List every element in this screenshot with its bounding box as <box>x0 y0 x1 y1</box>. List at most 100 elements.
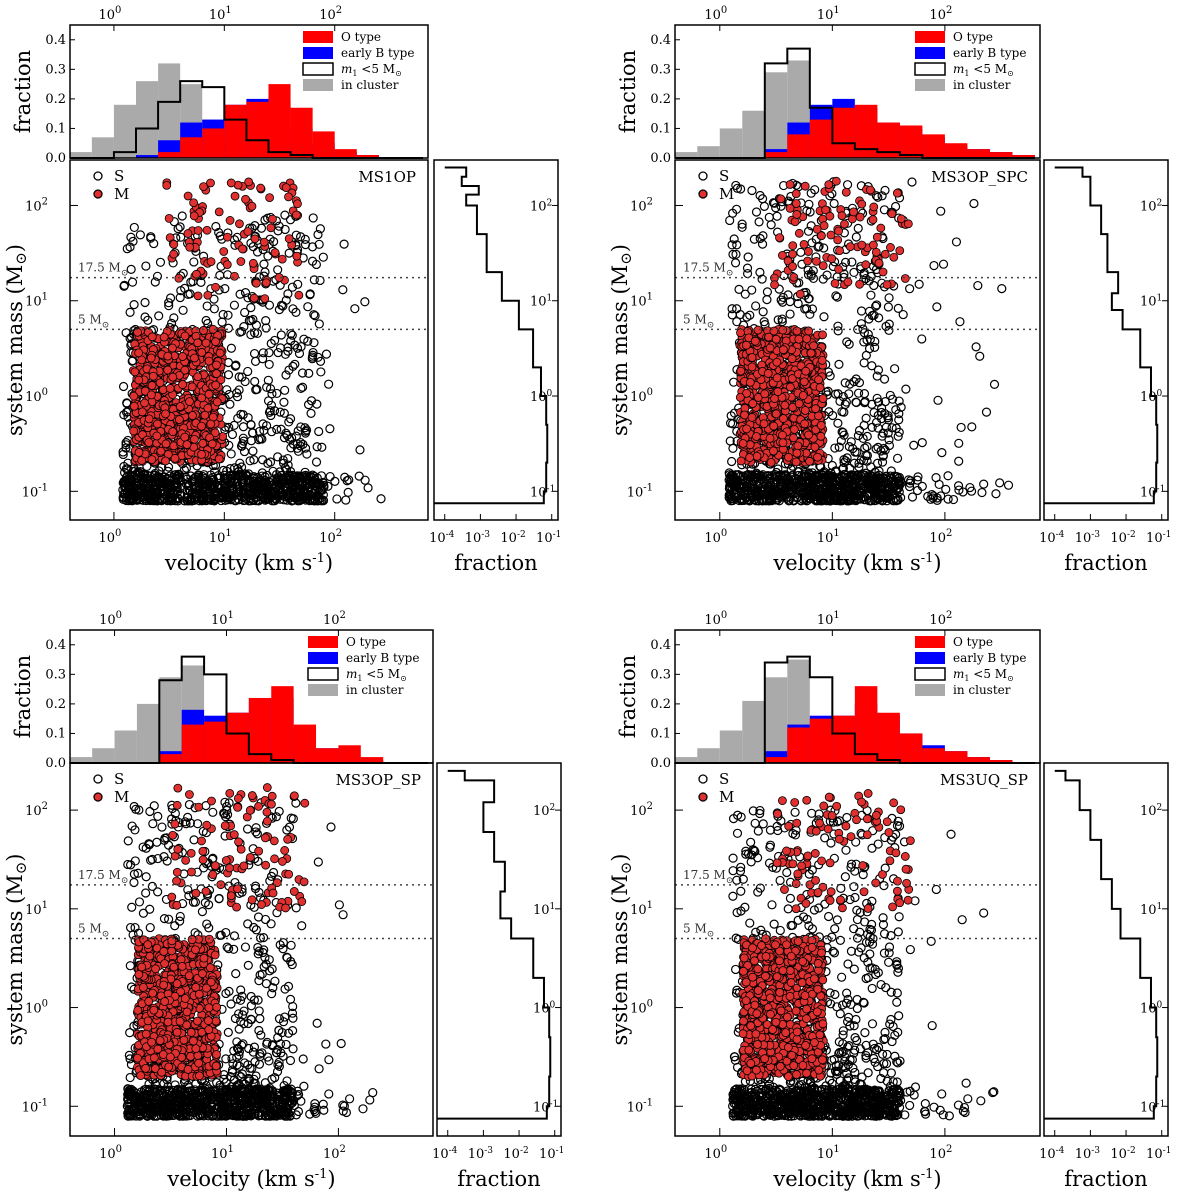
single-star-point <box>167 493 178 503</box>
hist-xtick-label: 102 <box>929 5 952 23</box>
o-type-bar <box>764 152 788 158</box>
single-star-point <box>121 443 131 453</box>
multiple-system-point <box>147 381 157 390</box>
single-star-point <box>784 496 794 506</box>
multiple-system-point <box>222 260 232 270</box>
single-star-point <box>287 330 297 340</box>
hist-xtick-exp: 1 <box>225 5 231 16</box>
single-star-point <box>969 198 979 209</box>
single-star-point <box>120 483 130 493</box>
multiple-system-point <box>164 213 174 223</box>
single-star-point <box>954 438 964 448</box>
single-star-point <box>325 424 335 434</box>
single-star-point <box>129 222 139 233</box>
multiple-system-point <box>153 419 162 429</box>
multiple-system-point <box>792 210 802 219</box>
multiple-system-point <box>861 260 871 270</box>
single-star-point <box>917 334 927 344</box>
single-star-point <box>250 376 260 387</box>
single-star-point <box>879 374 890 384</box>
single-star-point <box>245 456 255 466</box>
single-star-point <box>316 367 326 377</box>
multiple-system-point <box>137 407 147 417</box>
single-star-point <box>189 257 199 267</box>
x-axis-title-sup: -1 <box>312 551 325 566</box>
ytick-label: 102 <box>25 196 48 214</box>
single-star-point <box>844 339 854 349</box>
multiple-system-point <box>178 380 187 389</box>
multiple-system-point <box>129 401 139 411</box>
single-star-point <box>912 485 923 496</box>
single-star-point <box>176 232 186 242</box>
single-star-point <box>179 465 189 475</box>
multiple-system-point <box>203 290 213 300</box>
ref-sub: ⊙ <box>707 320 715 330</box>
single-star-point <box>872 300 882 310</box>
single-star-point <box>847 257 857 267</box>
xtick-exp: 1 <box>225 528 231 539</box>
single-star-point <box>932 495 942 505</box>
single-star-point <box>243 366 253 377</box>
single-star-point <box>751 207 762 217</box>
single-star-point <box>785 309 795 319</box>
multiple-system-point <box>833 235 843 245</box>
scatter-panel: 17.5 M⊙5 M⊙100 101 10210-1100101102velocit… <box>3 762 434 1191</box>
profile-ytick-label: 102 <box>530 198 552 214</box>
single-star-point <box>226 480 236 490</box>
scatter-legend-label: M <box>114 185 129 203</box>
hist-legend-swatch <box>302 62 334 76</box>
single-star-point <box>127 902 137 912</box>
single-star-point <box>727 479 737 489</box>
single-star-point <box>833 326 843 336</box>
multiple-system-point <box>789 425 799 434</box>
xtick-label: 102 <box>319 528 342 546</box>
o-type-bar <box>809 119 833 158</box>
single-star-point <box>742 263 753 273</box>
hist-legend-label: early B type <box>341 46 414 60</box>
single-star-point <box>799 472 809 482</box>
single-star-point <box>138 476 148 487</box>
single-star-point <box>130 492 140 502</box>
single-star-point <box>291 230 301 240</box>
single-star-point <box>727 456 737 467</box>
single-star-point <box>232 388 242 398</box>
single-star-point <box>275 343 286 353</box>
single-star-point <box>870 342 880 352</box>
single-star-point <box>183 289 193 300</box>
single-star-point <box>849 267 859 278</box>
multiple-system-point <box>785 203 795 213</box>
profile-ytick-exp: -1 <box>547 484 556 494</box>
single-star-point <box>873 423 883 433</box>
multiple-system-point <box>134 348 144 358</box>
hist-legend-swatch <box>303 47 333 59</box>
single-star-point <box>893 494 903 504</box>
single-star-point <box>894 396 904 406</box>
single-star-point <box>853 223 863 234</box>
hist-xtick-label: 101 <box>209 5 232 23</box>
multiple-system-point <box>742 388 751 398</box>
single-star-point <box>288 485 298 495</box>
single-star-point <box>263 375 273 385</box>
single-star-point <box>284 417 294 427</box>
single-star-point <box>862 442 872 452</box>
multiple-system-point <box>817 355 827 365</box>
y-axis-title: system mass (M⊙) <box>608 244 635 436</box>
single-star-point <box>803 226 814 236</box>
multiple-system-point <box>206 178 215 188</box>
single-star-point <box>881 321 891 332</box>
single-star-point <box>119 280 130 290</box>
single-star-point <box>284 476 294 486</box>
multiple-system-point <box>146 353 156 363</box>
single-star-point <box>759 201 769 211</box>
multiple-system-point <box>799 239 809 249</box>
single-star-point <box>125 307 135 317</box>
single-star-point <box>936 206 946 216</box>
hist-ytick-label: 0.2 <box>45 92 66 107</box>
single-star-point <box>360 475 370 485</box>
single-star-point <box>269 489 279 499</box>
single-star-point <box>813 242 823 252</box>
single-star-point <box>764 212 774 222</box>
single-star-point <box>222 385 232 395</box>
